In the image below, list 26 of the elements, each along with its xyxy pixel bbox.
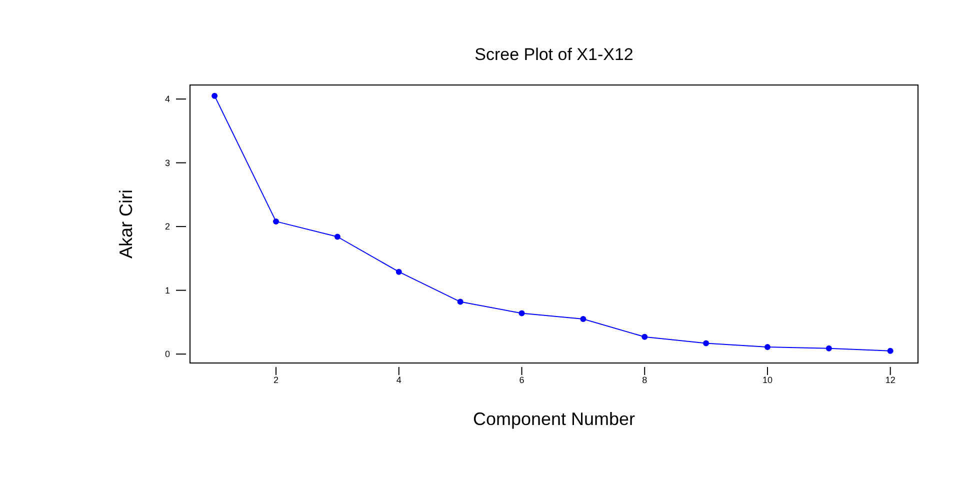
point [212, 92, 218, 99]
y-tick-label: 2 [164, 222, 170, 232]
point [518, 310, 525, 316]
chart-title: Scree Plot of X1-X12 [474, 45, 634, 64]
x-tick-label: 10 [762, 375, 772, 385]
y-tick-label: 1 [164, 285, 170, 296]
x-tick-label: 4 [396, 375, 402, 385]
y-tick-label: 3 [164, 158, 170, 168]
point [826, 345, 832, 352]
y-axis-title: Akar Ciri [116, 189, 136, 259]
point [764, 344, 770, 350]
point [703, 340, 710, 346]
point [396, 268, 402, 275]
point [580, 316, 586, 322]
y-tick-label: 0 [164, 349, 170, 360]
point [334, 234, 340, 240]
x-tick-label: 12 [885, 375, 896, 385]
x-tick-label: 2 [274, 375, 279, 385]
point [642, 334, 648, 340]
x-axis-title: Component Number [472, 409, 636, 429]
x-tick-label: 6 [519, 375, 524, 385]
x-tick-label: 8 [642, 375, 648, 385]
point [273, 218, 280, 224]
y-tick-label: 4 [164, 94, 170, 104]
point [457, 298, 464, 305]
point [887, 348, 894, 354]
